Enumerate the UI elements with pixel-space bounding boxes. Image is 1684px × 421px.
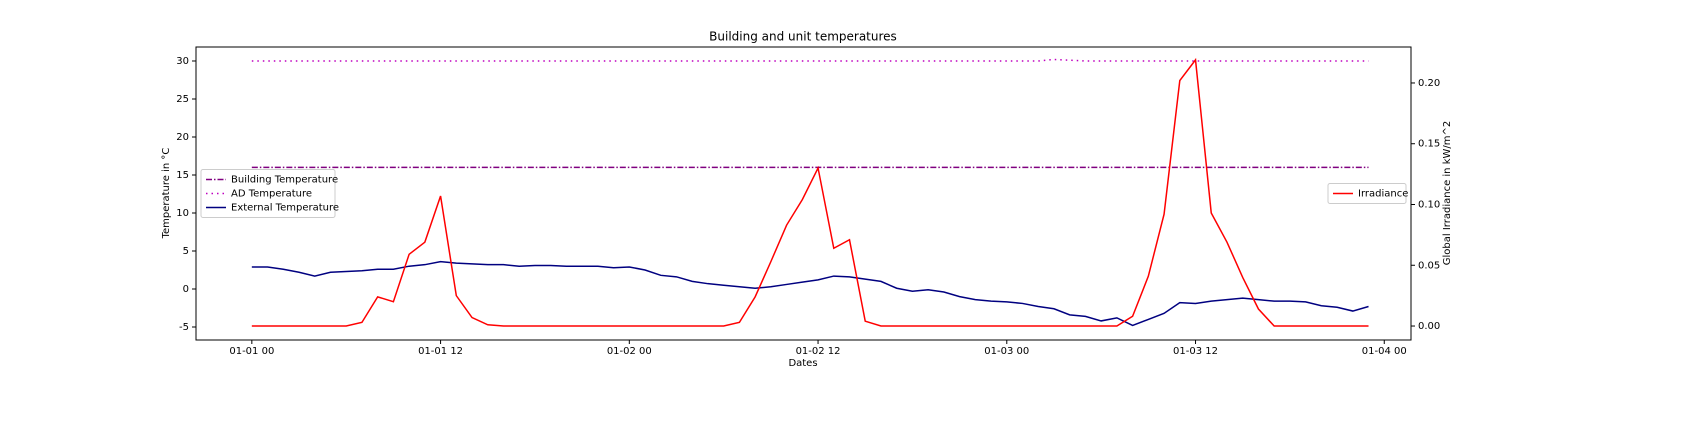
x-tick-label: 01-01 12 — [418, 346, 463, 357]
x-tick-label: 01-03 00 — [984, 346, 1029, 357]
y-tick-label: 0 — [183, 284, 189, 295]
y2-tick-label: 0.15 — [1418, 139, 1440, 150]
y-axis-label: Temperature in °C — [161, 148, 172, 240]
y-tick-label: 15 — [176, 170, 189, 181]
plot-frame — [195, 46, 1412, 341]
legend-label: External Temperature — [231, 203, 339, 214]
x-tick-label: 01-02 00 — [607, 346, 652, 357]
y2-tick-label: 0.05 — [1418, 260, 1440, 271]
legend-box — [200, 169, 336, 218]
y-tick-label: -5 — [179, 322, 189, 333]
legend-label: Irradiance — [1358, 189, 1408, 200]
legend-label: Building Temperature — [231, 175, 338, 186]
x-tick-label: 01-03 12 — [1173, 346, 1218, 357]
y-tick-label: 30 — [176, 56, 189, 67]
series-line — [251, 260, 1369, 327]
legend-label: AD Temperature — [231, 189, 312, 200]
y-tick-label: 10 — [176, 208, 189, 219]
y-tick-label: 20 — [176, 132, 189, 143]
x-tick-label: 01-04 00 — [1362, 346, 1407, 357]
y-tick-label: 5 — [183, 246, 189, 257]
x-tick-label: 01-01 00 — [229, 346, 274, 357]
chart-title: Building and unit temperatures — [709, 30, 897, 44]
y2-tick-label: 0.20 — [1418, 78, 1440, 89]
x-axis-label: Dates — [788, 358, 817, 369]
y2-tick-label: 0.10 — [1418, 199, 1440, 210]
legend2-box — [1327, 183, 1407, 204]
y2-axis-label: Global Irradiance in kW/m^2 — [1442, 121, 1453, 265]
y2-tick-label: 0.00 — [1418, 321, 1440, 332]
y-tick-label: 25 — [176, 94, 189, 105]
series-line — [251, 58, 1369, 62]
series-line — [251, 57, 1369, 327]
x-tick-label: 01-02 12 — [796, 346, 841, 357]
